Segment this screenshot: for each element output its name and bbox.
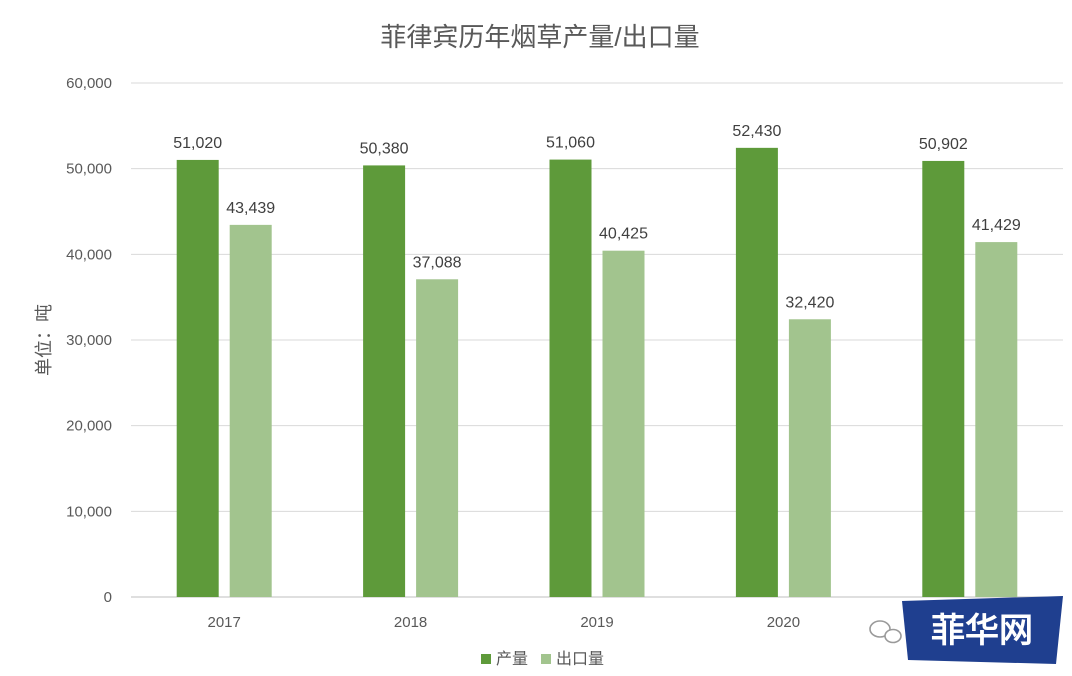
watermark: 菲华网 [869,596,1063,664]
y-tick-label: 0 [104,589,112,606]
legend-swatch [481,654,491,664]
bar-export-2017 [229,224,272,598]
legend-swatch [541,654,551,664]
y-tick-labels: 0 10,000 20,000 30,000 40,000 50,000 60,000 [66,75,112,606]
y-tick-label: 30,000 [66,332,112,349]
bar-production-2020 [735,147,778,597]
y-tick-label: 20,000 [66,418,112,435]
chart-title: 菲律宾历年烟草产量/出口量 [380,22,699,52]
data-label: 52,430 [732,123,781,140]
x-tick-label: 2019 [580,614,613,631]
bar-production-2019 [549,159,592,597]
bar-export-2019 [602,250,645,597]
legend-label: 产量 [496,650,528,668]
gridlines [131,82,1063,598]
watermark-banner [902,596,1063,664]
y-tick-label: 50,000 [66,161,112,178]
data-label: 32,420 [785,294,834,311]
x-tick-label: 2020 [767,614,800,631]
bar-export-2018 [416,279,459,597]
data-label: 41,429 [972,217,1021,234]
data-labels: 51,020 43,439 50,380 37,088 51,060 40,425 52,4… [173,123,1021,311]
watermark-text: 菲华网 [931,611,1033,651]
wechat-icon [869,620,902,644]
legend-label: 出口量 [556,650,604,668]
y-tick-label: 60,000 [66,75,112,92]
y-axis-label: 单位：吨 [34,304,54,376]
data-label: 43,439 [226,200,275,217]
bar-export-2020 [788,319,831,597]
data-label: 40,425 [599,226,648,243]
data-label: 50,380 [360,140,409,157]
legend: 产量 出口量 [481,650,604,668]
bar-production-2021 [922,160,965,598]
y-tick-label: 40,000 [66,246,112,263]
data-label: 37,088 [413,254,462,271]
bar-production-2018 [363,165,406,598]
data-label: 51,020 [173,135,222,152]
x-tick-label: 2018 [394,614,427,631]
data-label: 51,060 [546,135,595,152]
bar-export-2021 [975,242,1018,598]
y-tick-label: 10,000 [66,503,112,520]
bars [176,147,1018,598]
data-label: 50,902 [919,136,968,153]
x-tick-label: 2017 [208,614,241,631]
bar-production-2017 [176,159,219,598]
